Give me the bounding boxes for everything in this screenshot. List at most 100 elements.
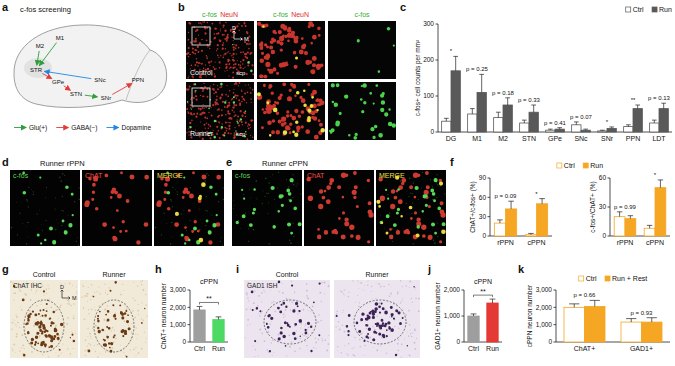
- legend-label: Run + Rest: [612, 275, 647, 282]
- annotation: p = 0.66: [574, 292, 597, 298]
- annotation: p = 0.18: [492, 90, 515, 96]
- y-tick-label: 60: [479, 194, 487, 201]
- annotation: *: [535, 191, 538, 197]
- cells: [329, 83, 396, 139]
- annotation: *: [450, 48, 453, 54]
- y-tick-label: 30: [479, 213, 487, 220]
- y-tick: [188, 324, 191, 325]
- bar: [213, 319, 224, 342]
- bar: [451, 71, 460, 132]
- x-tick-label: DG: [446, 135, 457, 142]
- bar-chart: j01,0002,000GAD1+ neuron numbercPPNCtrlR…: [427, 263, 502, 352]
- error-bar: [647, 225, 652, 228]
- micrograph: [257, 82, 325, 140]
- micrograph-bg: [82, 170, 152, 246]
- error-bar: [470, 109, 475, 114]
- y-tick-label: 0: [430, 128, 434, 135]
- x-tick-label: cPPN: [646, 239, 664, 246]
- channel-label: ChAT: [307, 172, 325, 179]
- condition-label: Control: [276, 271, 299, 278]
- legend-swatch: [557, 163, 562, 168]
- error-bar: [590, 300, 600, 306]
- y-axis-title: ChAT+/c-fos+ (%): [469, 181, 477, 233]
- zoom-box: [192, 27, 210, 45]
- bar: [572, 125, 581, 132]
- column-head: c-fos: [354, 11, 370, 18]
- bar: [537, 204, 548, 236]
- y-tick-label: 0: [482, 232, 486, 239]
- bar: [581, 130, 590, 132]
- x-tick-label: LDT: [652, 135, 666, 142]
- y-tick: [608, 236, 611, 237]
- x-tick-label: GPe: [548, 135, 562, 142]
- cells: [97, 304, 131, 348]
- head-part: c-fos: [202, 11, 218, 18]
- error-bar: [505, 98, 510, 105]
- bar: [621, 322, 642, 342]
- y-tick: [554, 324, 557, 325]
- y-tick: [554, 290, 557, 291]
- annotation: p = 0.33: [518, 97, 541, 103]
- y-tick-label: 2,000: [536, 304, 553, 311]
- bars: [564, 300, 662, 342]
- error-bar: [658, 180, 663, 188]
- micrograph: [10, 170, 80, 246]
- bar-chart: f0306090ChAT+/c-fos+ (%)rPPNcPPNp = 0.09…: [450, 156, 603, 246]
- y-tick-label: 200: [423, 56, 434, 63]
- x-tick-label: Run: [486, 345, 499, 352]
- legend-swatch: [605, 276, 610, 281]
- y-tick: [608, 178, 611, 179]
- legend-label: Ctrl: [564, 162, 575, 169]
- legend-swatch: [583, 163, 588, 168]
- x-tick-label: rPPN: [497, 239, 514, 246]
- y-axis-title: GAD1+ neuron number: [434, 281, 441, 349]
- bar: [529, 112, 538, 132]
- error-bar: [471, 314, 477, 316]
- cells: [166, 171, 218, 244]
- micrograph-bg: [257, 82, 325, 140]
- sig-bracket: [474, 295, 493, 297]
- annotation: **: [631, 97, 636, 103]
- y-tick: [554, 342, 557, 343]
- micrograph-bg: [244, 280, 330, 358]
- bars: [442, 56, 669, 132]
- panel-letter: a: [2, 1, 9, 13]
- bar: [585, 306, 606, 342]
- bar: [468, 114, 477, 132]
- connection: [112, 84, 131, 95]
- micrograph-bg: [328, 21, 396, 79]
- annotation: **: [480, 288, 486, 295]
- y-tick: [436, 96, 439, 97]
- error-bar: [479, 74, 484, 92]
- error-bar: [626, 319, 636, 322]
- bar-chart: h01,0002,0003,000ChAT+ neuron numbercPPN…: [155, 263, 228, 352]
- micrograph-bg: [80, 280, 148, 358]
- y-tick-label: 3,000: [536, 286, 553, 293]
- error-bar: [531, 105, 536, 112]
- bar: [624, 127, 633, 132]
- micrograph-bg: [376, 170, 446, 246]
- cells: [257, 82, 324, 139]
- head-part: NeuN: [291, 11, 309, 18]
- bar: [487, 303, 498, 342]
- micrograph-bg: [186, 82, 254, 140]
- error-bar: [652, 120, 657, 123]
- cells: [25, 303, 63, 348]
- annotation: p = 0.13: [648, 95, 671, 101]
- y-tick-label: 100: [423, 92, 434, 99]
- error-bar: [444, 118, 449, 121]
- x-tick-label: GAD1+: [630, 345, 653, 352]
- micrograph: [186, 21, 254, 79]
- compass-label: M: [244, 36, 249, 42]
- annotation: *: [606, 119, 609, 125]
- micrograph: [154, 170, 224, 246]
- bar: [494, 223, 505, 236]
- error-bar: [628, 216, 633, 219]
- legend-swatch: [626, 7, 631, 12]
- micrograph: [334, 280, 420, 358]
- cells: [257, 21, 324, 78]
- micrograph-bg: [154, 170, 224, 246]
- panel-letter: k: [518, 263, 525, 275]
- legend-label: Run: [659, 6, 672, 13]
- panel-letter: i: [236, 263, 239, 275]
